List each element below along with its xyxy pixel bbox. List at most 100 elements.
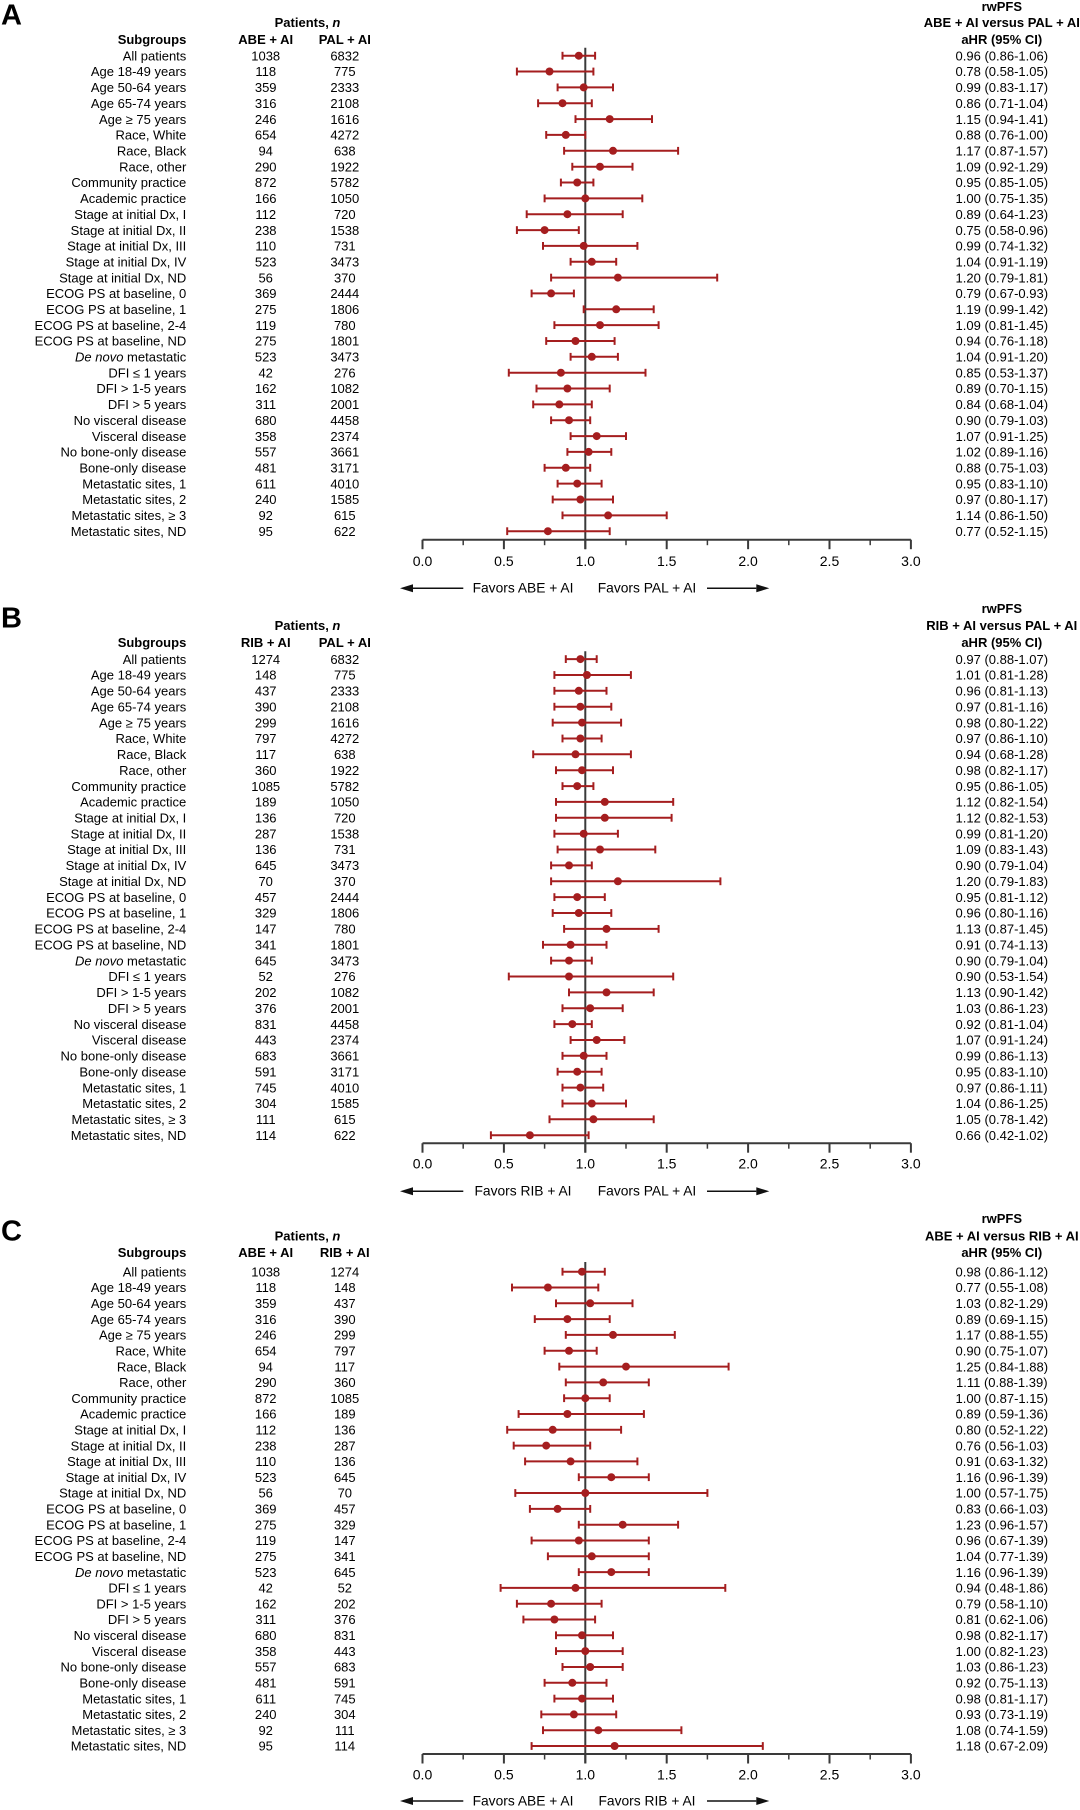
svg-text:Bone-only disease: Bone-only disease	[79, 461, 186, 476]
svg-text:1038: 1038	[251, 1264, 280, 1279]
svg-text:189: 189	[334, 1407, 356, 1422]
svg-text:591: 591	[255, 1064, 277, 1079]
svg-text:Stage at initial Dx, ND: Stage at initial Dx, ND	[59, 1486, 186, 1501]
svg-text:Metastatic sites, ≥ 3: Metastatic sites, ≥ 3	[72, 1723, 187, 1738]
svg-text:2.5: 2.5	[820, 1767, 840, 1783]
svg-text:Favors ABE + AI: Favors ABE + AI	[473, 581, 574, 596]
svg-text:111: 111	[335, 1723, 355, 1738]
svg-text:299: 299	[255, 715, 277, 730]
svg-text:1.07 (0.91-1.25): 1.07 (0.91-1.25)	[956, 429, 1049, 444]
svg-text:1.09 (0.92-1.29): 1.09 (0.92-1.29)	[956, 159, 1049, 174]
svg-text:ECOG PS at baseline, 1: ECOG PS at baseline, 1	[46, 1517, 186, 1532]
svg-text:4272: 4272	[330, 731, 359, 746]
svg-text:111: 111	[256, 1112, 276, 1127]
svg-text:162: 162	[255, 1596, 277, 1611]
svg-text:De novo metastatic: De novo metastatic	[75, 953, 187, 968]
svg-text:1.03 (0.86-1.23): 1.03 (0.86-1.23)	[956, 1660, 1049, 1675]
svg-text:DFI > 5 years: DFI > 5 years	[108, 397, 187, 412]
svg-text:457: 457	[255, 890, 277, 905]
svg-text:1.00 (0.82-1.23): 1.00 (0.82-1.23)	[956, 1644, 1049, 1659]
svg-text:611: 611	[255, 476, 276, 491]
svg-text:1.13 (0.87-1.45): 1.13 (0.87-1.45)	[956, 922, 1049, 937]
svg-text:Stage at initial Dx, I: Stage at initial Dx, I	[74, 811, 186, 826]
svg-text:329: 329	[255, 906, 277, 921]
svg-text:1806: 1806	[330, 906, 359, 921]
svg-text:775: 775	[334, 64, 356, 79]
svg-text:rwPFS: rwPFS	[982, 1211, 1023, 1226]
svg-text:246: 246	[255, 1328, 277, 1343]
svg-text:118: 118	[255, 1280, 276, 1295]
svg-text:Stage at initial Dx, II: Stage at initial Dx, II	[71, 826, 187, 841]
svg-text:0.99 (0.74-1.32): 0.99 (0.74-1.32)	[956, 239, 1049, 254]
svg-text:3473: 3473	[330, 858, 359, 873]
svg-text:Age ≥ 75 years: Age ≥ 75 years	[99, 715, 187, 730]
svg-text:Age 50-64 years: Age 50-64 years	[91, 684, 187, 699]
svg-text:1085: 1085	[330, 1391, 359, 1406]
svg-text:1.18 (0.67-2.09): 1.18 (0.67-2.09)	[956, 1739, 1049, 1754]
svg-text:1.5: 1.5	[657, 553, 677, 569]
svg-text:622: 622	[334, 1128, 356, 1143]
svg-text:0.97 (0.80-1.17): 0.97 (0.80-1.17)	[956, 492, 1049, 507]
svg-text:1082: 1082	[330, 985, 359, 1000]
svg-text:3473: 3473	[330, 953, 359, 968]
svg-text:872: 872	[255, 1391, 277, 1406]
svg-text:ABE + AI versus RIB + AI: ABE + AI versus RIB + AI	[925, 1229, 1079, 1244]
svg-text:1801: 1801	[330, 938, 359, 953]
svg-text:Metastatic sites, ≥ 3: Metastatic sites, ≥ 3	[72, 508, 187, 523]
svg-text:287: 287	[255, 826, 277, 841]
svg-text:ECOG PS at baseline, 2-4: ECOG PS at baseline, 2-4	[35, 922, 187, 937]
svg-text:0.90 (0.75-1.07): 0.90 (0.75-1.07)	[956, 1344, 1049, 1359]
svg-text:Metastatic sites, 2: Metastatic sites, 2	[82, 1707, 186, 1722]
svg-text:42: 42	[258, 1581, 272, 1596]
svg-text:457: 457	[334, 1502, 356, 1517]
svg-text:1.0: 1.0	[576, 1155, 596, 1171]
svg-text:Metastatic sites, ND: Metastatic sites, ND	[71, 1739, 187, 1754]
svg-text:654: 654	[255, 128, 277, 143]
svg-text:557: 557	[255, 1660, 277, 1675]
svg-text:0.85 (0.53-1.37): 0.85 (0.53-1.37)	[956, 365, 1049, 380]
svg-text:119: 119	[255, 1533, 276, 1548]
svg-text:Visceral disease: Visceral disease	[92, 429, 186, 444]
svg-text:329: 329	[334, 1517, 356, 1532]
svg-text:1.03 (0.86-1.23): 1.03 (0.86-1.23)	[956, 1001, 1049, 1016]
svg-text:2.0: 2.0	[738, 553, 758, 569]
svg-text:2108: 2108	[330, 96, 359, 111]
svg-text:3.0: 3.0	[901, 1767, 921, 1783]
svg-text:All patients: All patients	[123, 1264, 187, 1279]
svg-text:0.97 (0.88-1.07): 0.97 (0.88-1.07)	[956, 652, 1049, 667]
svg-text:240: 240	[255, 492, 277, 507]
svg-text:0.94 (0.48-1.86): 0.94 (0.48-1.86)	[956, 1581, 1049, 1596]
svg-text:2108: 2108	[330, 699, 359, 714]
svg-text:Age 18-49 years: Age 18-49 years	[91, 668, 187, 683]
svg-text:ECOG PS at baseline, 0: ECOG PS at baseline, 0	[46, 1502, 186, 1517]
svg-text:481: 481	[255, 1676, 277, 1691]
svg-text:119: 119	[255, 318, 276, 333]
svg-text:0.96 (0.67-1.39): 0.96 (0.67-1.39)	[956, 1533, 1049, 1548]
svg-text:162: 162	[255, 381, 277, 396]
svg-text:Visceral disease: Visceral disease	[92, 1033, 186, 1048]
svg-text:136: 136	[255, 842, 277, 857]
svg-text:645: 645	[334, 1565, 356, 1580]
svg-text:358: 358	[255, 1644, 277, 1659]
svg-text:DFI > 1-5 years: DFI > 1-5 years	[96, 985, 186, 1000]
svg-text:731: 731	[334, 239, 356, 254]
svg-text:No bone-only disease: No bone-only disease	[61, 1049, 187, 1064]
svg-text:No bone-only disease: No bone-only disease	[61, 1660, 187, 1675]
svg-text:6832: 6832	[330, 48, 359, 63]
svg-text:Stage at initial Dx, ND: Stage at initial Dx, ND	[59, 874, 186, 889]
svg-text:2374: 2374	[330, 429, 359, 444]
svg-text:1.11 (0.88-1.39): 1.11 (0.88-1.39)	[956, 1375, 1048, 1390]
svg-text:Age 50-64 years: Age 50-64 years	[91, 1296, 187, 1311]
svg-text:Metastatic sites, 1: Metastatic sites, 1	[82, 1080, 186, 1095]
svg-text:275: 275	[255, 1549, 277, 1564]
svg-text:Age 65-74 years: Age 65-74 years	[91, 96, 187, 111]
svg-text:202: 202	[334, 1596, 356, 1611]
svg-text:94: 94	[258, 144, 272, 159]
svg-text:1274: 1274	[330, 1264, 359, 1279]
svg-text:1.13 (0.90-1.42): 1.13 (0.90-1.42)	[956, 985, 1049, 1000]
svg-text:1.00 (0.75-1.35): 1.00 (0.75-1.35)	[956, 191, 1049, 206]
svg-text:189: 189	[255, 795, 277, 810]
svg-text:0.96 (0.81-1.13): 0.96 (0.81-1.13)	[956, 684, 1049, 699]
svg-text:4272: 4272	[330, 128, 359, 143]
svg-text:0.0: 0.0	[413, 553, 433, 569]
